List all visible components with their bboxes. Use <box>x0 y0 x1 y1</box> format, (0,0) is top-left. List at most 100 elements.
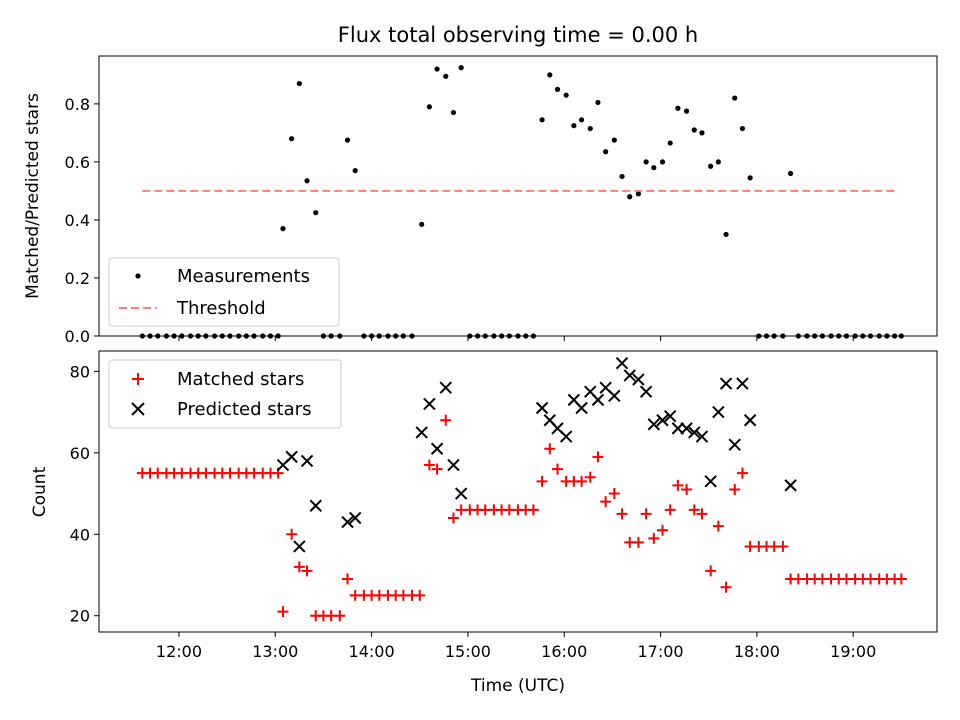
legend-predicted-label: Predicted stars <box>177 399 311 420</box>
measurement-point <box>547 72 553 78</box>
measurement-point <box>667 140 673 146</box>
matched-star-point <box>648 532 660 544</box>
matched-star-point <box>600 496 612 508</box>
matched-star-point <box>584 471 596 483</box>
x-tick-label: 13:00 <box>252 642 298 661</box>
matched-star-point <box>696 508 708 520</box>
predicted-star-point <box>680 422 693 435</box>
matched-star-point <box>672 479 684 491</box>
matched-star-point <box>544 443 556 455</box>
predicted-star-point <box>704 475 717 488</box>
matched-star-point <box>616 508 628 520</box>
measurement-point <box>571 123 577 129</box>
y-tick-label: 60 <box>70 444 90 463</box>
predicted-star-point <box>728 438 741 451</box>
predicted-star-point <box>632 373 645 386</box>
predicted-star-point <box>293 540 306 553</box>
predicted-star-point <box>623 369 636 382</box>
matched-star-point <box>895 573 907 585</box>
y-tick-label: 40 <box>70 525 90 544</box>
measurement-point <box>450 109 457 116</box>
top-legend-box <box>108 257 340 327</box>
x-tick-label: 14:00 <box>349 642 395 661</box>
measurement-point <box>723 231 729 238</box>
x-tick-label: 16:00 <box>541 642 587 661</box>
predicted-star-point <box>656 414 669 427</box>
measurement-point <box>434 66 440 72</box>
legend-predicted-marker <box>131 402 145 416</box>
predicted-star-point <box>559 430 573 443</box>
predicted-star-point <box>439 381 452 394</box>
top-axes: Flux total observing time = 0.00 h Match… <box>23 23 938 346</box>
x-tick-label: 18:00 <box>734 642 780 661</box>
matched-star-point <box>301 565 313 577</box>
matched-star-point <box>681 483 693 495</box>
top-y-ticks: 0.0 0.2 0.4 0.6 0.8 <box>65 95 99 346</box>
matched-star-point <box>656 524 668 536</box>
top-legend: Measurements Threshold <box>108 257 340 327</box>
y-tick-label: 0.0 <box>65 327 90 346</box>
matched-star-point <box>447 512 459 524</box>
predicted-star-point <box>688 426 701 439</box>
matched-star-point <box>423 459 435 471</box>
y-tick-label: 20 <box>70 607 90 626</box>
measurement-point <box>313 210 319 216</box>
legend-threshold-label: Threshold <box>176 298 266 319</box>
y-tick-label: 0.6 <box>65 153 90 172</box>
predicted-star-point <box>415 426 428 439</box>
matched-star-point <box>632 536 644 548</box>
measurement-point <box>659 159 666 165</box>
y-tick-label: 0.2 <box>65 269 90 288</box>
measurement-point <box>787 170 794 177</box>
top-axes-frame <box>98 55 938 337</box>
predicted-star-point <box>736 377 749 390</box>
predicted-star-point <box>575 401 588 415</box>
predicted-star-point <box>454 487 468 500</box>
measurement-point <box>587 125 593 132</box>
measurement-point <box>539 117 545 123</box>
matched-star-point <box>277 606 289 618</box>
matched-star-point <box>334 610 346 622</box>
measurement-point <box>296 80 302 87</box>
predicted-star-point <box>285 450 298 464</box>
measurement-point <box>732 95 738 101</box>
matched-star-point <box>712 520 724 532</box>
predicted-star-point <box>743 414 757 427</box>
measurement-point <box>426 104 432 110</box>
chart-title: Flux total observing time = 0.00 h <box>338 23 698 47</box>
matched-star-point <box>286 528 298 540</box>
measurement-point <box>554 86 561 92</box>
x-axis-label: Time (UTC) <box>470 676 565 696</box>
predicted-star-point <box>663 409 677 423</box>
measurement-point <box>675 105 681 111</box>
measurement-point <box>619 173 625 180</box>
matched-star-point <box>720 581 732 593</box>
y-tick-label: 0.8 <box>65 95 90 114</box>
measurement-point <box>715 159 721 165</box>
matched-star-point <box>608 488 620 500</box>
measurement-point <box>419 221 425 227</box>
matched-star-point <box>551 463 563 475</box>
measurement-point <box>651 165 657 171</box>
measurement-point <box>352 168 358 174</box>
predicted-star-point <box>423 397 436 411</box>
measurement-point <box>691 127 697 133</box>
bottom-legend-box <box>108 359 342 429</box>
measurement-point <box>643 159 649 165</box>
predicted-star-point <box>591 393 605 407</box>
matched-star-point <box>431 463 443 475</box>
matched-star-point <box>664 504 676 516</box>
y-tick-label: 80 <box>70 362 90 381</box>
matched-star-point <box>342 573 354 585</box>
measurement-point <box>603 149 609 155</box>
matched-star-point <box>592 451 604 463</box>
measurement-point <box>635 191 642 197</box>
bottom-y-ticks: 20 40 60 80 <box>70 362 99 626</box>
predicted-star-point <box>695 430 709 443</box>
measurement-point <box>708 163 714 169</box>
y-tick-label: 0.4 <box>65 211 90 230</box>
matched-star-point <box>729 483 741 495</box>
measurement-point <box>611 137 617 143</box>
x-tick-label: 17:00 <box>638 642 684 661</box>
